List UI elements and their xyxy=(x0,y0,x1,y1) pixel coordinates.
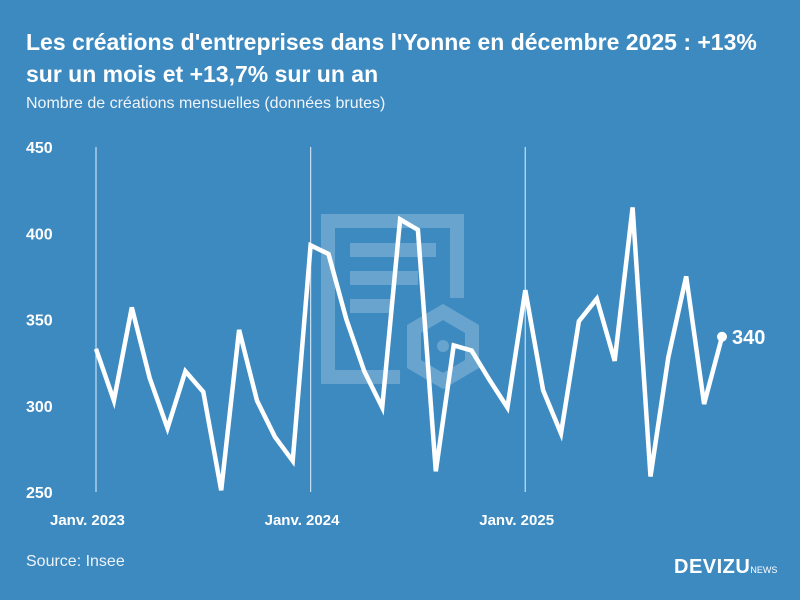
series-line xyxy=(93,207,725,491)
brand-name: DEVIZU xyxy=(674,556,751,578)
source-note: Source: Insee xyxy=(26,553,125,570)
x-tick-label: Janv. 2025 xyxy=(479,512,554,529)
x-tick-label: Janv. 2024 xyxy=(265,512,340,529)
y-tick-label: 350 xyxy=(26,313,53,330)
chart-subtitle: Nombre de créations mensuelles (données … xyxy=(26,95,386,112)
brand-suffix: NEWS xyxy=(750,565,778,575)
y-tick-label: 400 xyxy=(26,226,53,243)
watermark-logo-icon xyxy=(321,214,479,390)
last-point-marker xyxy=(717,331,727,342)
chart-title: Les créations d'entreprises dans l'Yonne… xyxy=(26,29,757,87)
y-tick-label: 300 xyxy=(26,399,53,416)
last-value-label: 340 xyxy=(732,327,765,349)
y-tick-label: 450 xyxy=(26,140,53,157)
x-tick-label: Janv. 2023 xyxy=(50,512,125,529)
brand-logo: DEVIZUNEWS xyxy=(674,556,777,579)
y-tick-label: 250 xyxy=(26,485,53,502)
